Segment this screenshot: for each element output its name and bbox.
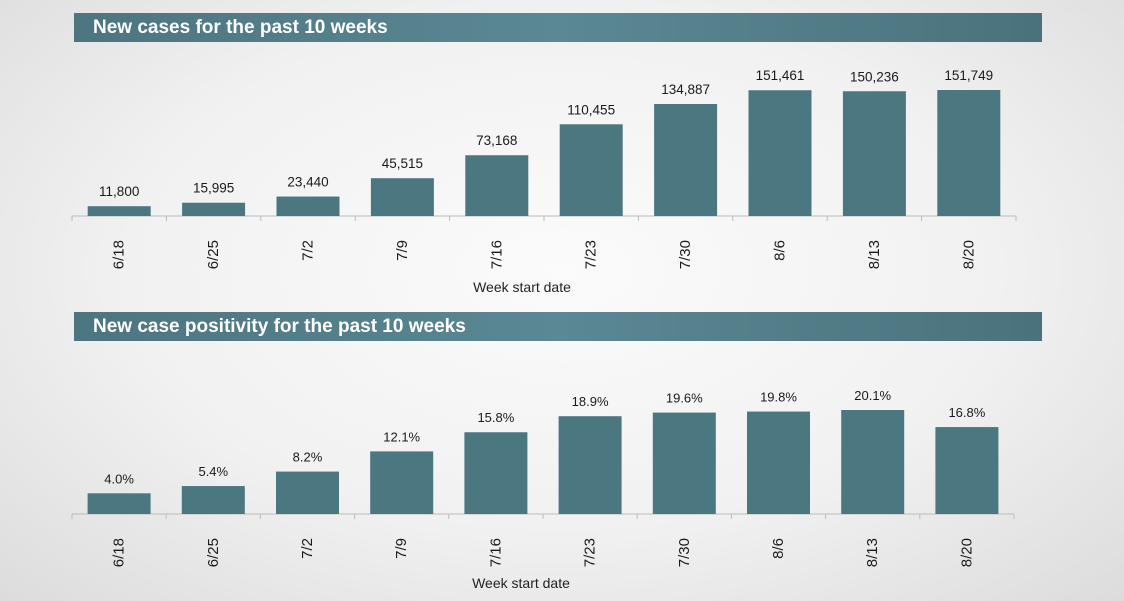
- new-cases-bar: [276, 196, 340, 216]
- positivity-tick-label: 8/13: [864, 538, 881, 567]
- positivity-bar: [181, 486, 245, 514]
- new-cases-bar: [465, 155, 529, 216]
- new-cases-data-label: 23,440: [287, 175, 328, 190]
- new-cases-data-label: 110,455: [567, 102, 615, 117]
- positivity-data-label: 15.8%: [477, 410, 514, 425]
- positivity-tick-label: 7/16: [487, 538, 504, 567]
- positivity-bar: [464, 432, 528, 514]
- new-cases-bar: [87, 206, 151, 216]
- new-cases-data-label: 15,995: [193, 181, 234, 196]
- positivity-data-label: 16.8%: [948, 405, 985, 420]
- new-cases-tick-label: 7/16: [488, 240, 505, 269]
- new-cases-tick-label: 7/9: [394, 240, 411, 261]
- new-cases-tick-label: 7/30: [677, 240, 694, 269]
- new-cases-data-label: 73,168: [476, 133, 517, 148]
- positivity-bar: [747, 411, 810, 514]
- positivity-tick-label: 8/20: [958, 538, 975, 567]
- new-cases-bar: [559, 124, 623, 216]
- new-cases-bar: [654, 104, 718, 216]
- positivity-data-label: 4.0%: [104, 471, 134, 486]
- positivity-tick-label: 7/2: [299, 538, 316, 559]
- new-cases-bar: [842, 91, 906, 216]
- positivity-tick-label: 7/9: [393, 538, 410, 559]
- positivity-bar: [558, 416, 622, 514]
- positivity-bar: [935, 427, 999, 514]
- new-cases-bar: [182, 202, 246, 216]
- new-cases-data-label: 134,887: [661, 82, 710, 97]
- x-axis-label-positivity: Week start date: [472, 575, 570, 591]
- new-cases-tick-label: 8/20: [960, 240, 977, 269]
- new-cases-bar: [937, 90, 1001, 216]
- positivity-data-label: 19.8%: [760, 390, 797, 405]
- positivity-tick-label: 6/18: [111, 538, 128, 567]
- new-cases-tick-label: 7/2: [300, 240, 317, 261]
- positivity-bar: [276, 471, 339, 514]
- positivity-data-label: 20.1%: [854, 388, 891, 403]
- new-cases-data-label: 150,236: [850, 69, 899, 84]
- new-cases-data-label: 45,515: [382, 156, 423, 171]
- positivity-data-label: 5.4%: [198, 464, 228, 479]
- positivity-data-label: 12.1%: [383, 429, 420, 444]
- positivity-data-label: 8.2%: [293, 450, 323, 465]
- new-cases-tick-label: 8/6: [772, 240, 789, 261]
- new-cases-bar: [370, 178, 434, 216]
- positivity-bar: [370, 451, 434, 514]
- chart-title-new-cases: New cases for the past 10 weeks: [74, 13, 1042, 42]
- positivity-tick-label: 7/23: [582, 538, 599, 567]
- positivity-data-label: 18.9%: [572, 394, 609, 409]
- positivity-tick-label: 7/30: [676, 538, 693, 567]
- new-cases-data-label: 151,749: [944, 68, 993, 83]
- x-axis-label-new-cases: Week start date: [473, 279, 571, 295]
- positivity-bar: [87, 493, 151, 514]
- new-cases-tick-label: 8/13: [866, 240, 883, 269]
- positivity-bar: [841, 410, 905, 514]
- positivity-tick-label: 6/25: [205, 538, 222, 567]
- positivity-tick-label: 8/6: [770, 538, 787, 559]
- positivity-data-label: 19.6%: [666, 391, 703, 406]
- new-cases-data-label: 11,800: [99, 184, 139, 199]
- new-cases-bar: [748, 90, 812, 216]
- positivity-bar: [652, 412, 716, 514]
- new-cases-tick-label: 6/25: [205, 240, 222, 269]
- new-cases-tick-label: 7/23: [583, 240, 600, 269]
- new-cases-tick-label: 6/18: [111, 240, 128, 269]
- chart-title-positivity: New case positivity for the past 10 week…: [74, 312, 1042, 341]
- new-cases-data-label: 151,461: [756, 68, 805, 83]
